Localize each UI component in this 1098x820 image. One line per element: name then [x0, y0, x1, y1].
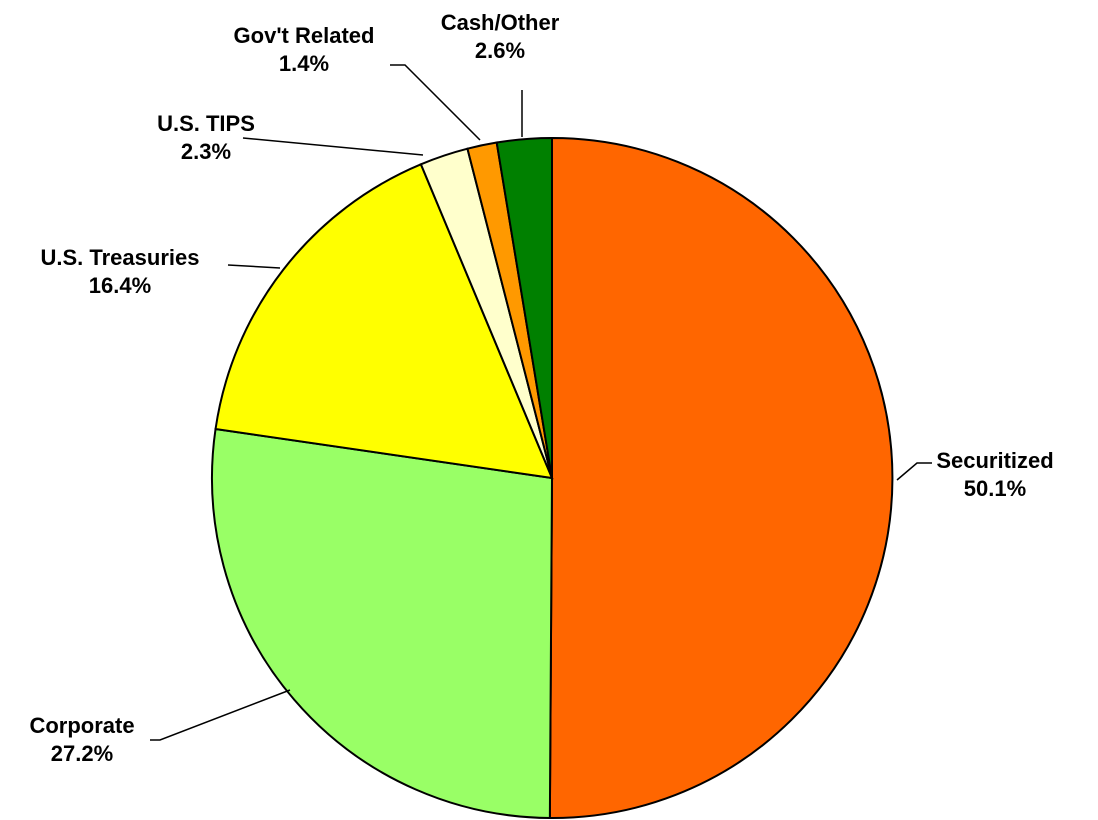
pie-slice-securitized [548, 136, 894, 819]
slice-label-cash-other: Cash/Other [441, 10, 560, 35]
slice-value-label-gov-t-related: 1.4% [279, 51, 329, 76]
slice-label-securitized: Securitized [936, 448, 1053, 473]
leader-line-u-s-tips [242, 137, 424, 156]
pie-slices [211, 136, 894, 819]
slice-label-corporate: Corporate [29, 713, 134, 738]
slice-value-label-u-s-treasuries: 16.4% [89, 273, 151, 298]
slice-label-u-s-treasuries: U.S. Treasuries [41, 245, 200, 270]
pie-slice-u-s-treasuries [214, 162, 554, 480]
leader-line-securitized [896, 462, 932, 481]
slice-label-gov-t-related: Gov't Related [234, 23, 375, 48]
leader-line-corporate [150, 689, 291, 741]
slice-value-label-cash-other: 2.6% [475, 38, 525, 63]
slice-label-u-s-tips: U.S. TIPS [157, 111, 255, 136]
leader-line-u-s-treasuries [227, 264, 281, 269]
slice-value-label-securitized: 50.1% [964, 476, 1026, 501]
slice-labels: Securitized 50.1% Corporate 27.2% U.S. Treas… [29, 10, 1053, 766]
leader-lines [150, 64, 932, 741]
pie-slice-cash-other [495, 136, 553, 479]
slice-value-label-corporate: 27.2% [51, 741, 113, 766]
slice-value-label-u-s-tips: 2.3% [181, 139, 231, 164]
leader-line-gov-t-related [390, 64, 481, 141]
pie-slice-corporate [211, 427, 554, 819]
